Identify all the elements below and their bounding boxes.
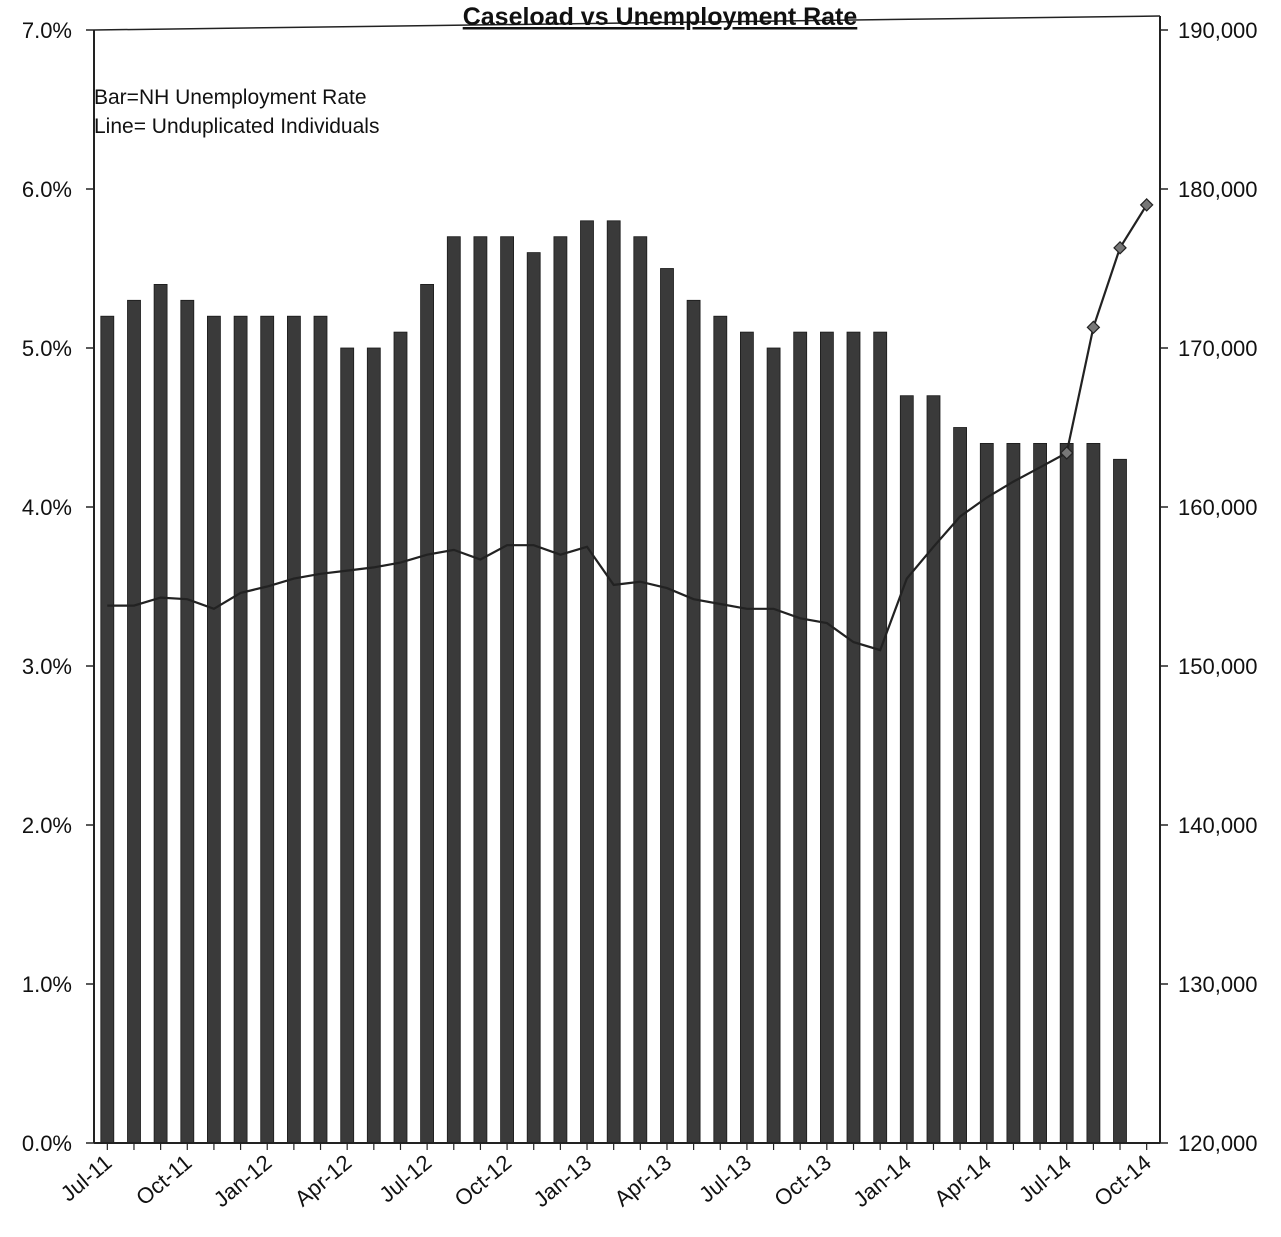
unemployment-bar (633, 236, 648, 1144)
unemployment-bar (713, 315, 728, 1144)
unemployment-bar (1059, 442, 1074, 1144)
bars-layer (100, 220, 1127, 1144)
unemployment-bar (1113, 458, 1127, 1144)
unemployment-bar (127, 299, 141, 1144)
x-tick-label: Jan-14 (848, 1150, 916, 1212)
x-tick-label: Oct-14 (1089, 1150, 1156, 1212)
unemployment-bar (660, 268, 674, 1144)
x-tick-label: Jan-12 (209, 1150, 277, 1212)
x-tick-label: Apr-12 (290, 1150, 357, 1212)
caseload-point-marker (1139, 198, 1154, 212)
caseload-line (107, 204, 1148, 652)
unemployment-bar (393, 331, 408, 1144)
right-tick-label: 120,000 (1178, 1131, 1258, 1156)
annotation-bar-legend: Bar=NH Unemployment Rate (94, 86, 367, 109)
unemployment-bar (953, 427, 967, 1144)
right-tick-label: 130,000 (1178, 972, 1258, 997)
right-tick-label: 140,000 (1178, 813, 1258, 838)
unemployment-bar (1033, 442, 1047, 1144)
left-tick-label: 6.0% (22, 177, 72, 202)
x-tick-label: Oct-13 (769, 1150, 836, 1212)
unemployment-bar (206, 315, 221, 1144)
unemployment-bar (446, 236, 461, 1144)
unemployment-bar (766, 347, 781, 1144)
left-tick-label: 4.0% (22, 495, 72, 520)
left-tick-label: 3.0% (22, 654, 72, 679)
caseload-point-marker (1113, 240, 1127, 255)
unemployment-bar (686, 299, 701, 1144)
chart-title: Caseload vs Unemployment Rate (463, 3, 858, 31)
unemployment-bar (793, 331, 808, 1144)
unemployment-bar (899, 395, 914, 1144)
x-tick-label: Jul-13 (694, 1150, 756, 1208)
unemployment-bar (473, 236, 488, 1144)
caseload-point-marker (1086, 320, 1101, 335)
right-tick-label: 170,000 (1178, 336, 1258, 361)
plot-top-border (93, 15, 1161, 31)
unemployment-bar (846, 331, 861, 1144)
unemployment-bar (500, 236, 515, 1144)
unemployment-bar (979, 442, 994, 1144)
x-tick-label: Apr-14 (929, 1150, 996, 1212)
unemployment-bar (526, 252, 541, 1144)
axes-layer (93, 15, 1161, 1144)
unemployment-bar (100, 315, 115, 1144)
unemployment-bar (313, 315, 328, 1144)
unemployment-bar (260, 315, 275, 1144)
unemployment-bar (180, 299, 195, 1144)
unemployment-bar (153, 283, 168, 1144)
unemployment-bar (553, 236, 568, 1144)
line-layer (107, 198, 1154, 652)
right-tick-label: 190,000 (1178, 18, 1258, 43)
unemployment-bar (340, 347, 355, 1144)
caseload-point-marker (1059, 446, 1074, 460)
unemployment-bar (286, 315, 301, 1144)
unemployment-bar (873, 331, 888, 1144)
x-tick-label: Oct-11 (131, 1150, 196, 1211)
unemployment-bar (1086, 442, 1101, 1144)
right-tick-label: 180,000 (1178, 177, 1258, 202)
unemployment-bar (366, 347, 381, 1144)
x-tick-label: Apr-13 (610, 1150, 677, 1212)
left-tick-label: 2.0% (22, 813, 72, 838)
left-tick-label: 7.0% (22, 18, 72, 43)
right-tick-label: 150,000 (1178, 654, 1258, 679)
unemployment-bar (420, 283, 435, 1144)
unemployment-bar (1006, 442, 1021, 1144)
annotation-line-legend: Line= Unduplicated Individuals (94, 115, 379, 138)
unemployment-bar (606, 220, 621, 1144)
left-tick-label: 5.0% (22, 336, 72, 361)
unemployment-bar (580, 220, 594, 1144)
x-tick-label: Jul-11 (56, 1150, 117, 1207)
x-tick-label: Jan-13 (529, 1150, 597, 1212)
right-tick-label: 160,000 (1178, 495, 1258, 520)
left-tick-label: 1.0% (22, 972, 72, 997)
unemployment-bar (233, 315, 248, 1144)
x-tick-label: Jul-12 (374, 1150, 436, 1208)
unemployment-bar (740, 331, 754, 1144)
x-tick-label: Oct-12 (450, 1150, 517, 1212)
x-tick-label: Jul-14 (1014, 1150, 1076, 1208)
unemployment-bar (820, 331, 834, 1144)
unemployment-bar (926, 395, 941, 1144)
left-tick-label: 0.0% (22, 1131, 72, 1156)
